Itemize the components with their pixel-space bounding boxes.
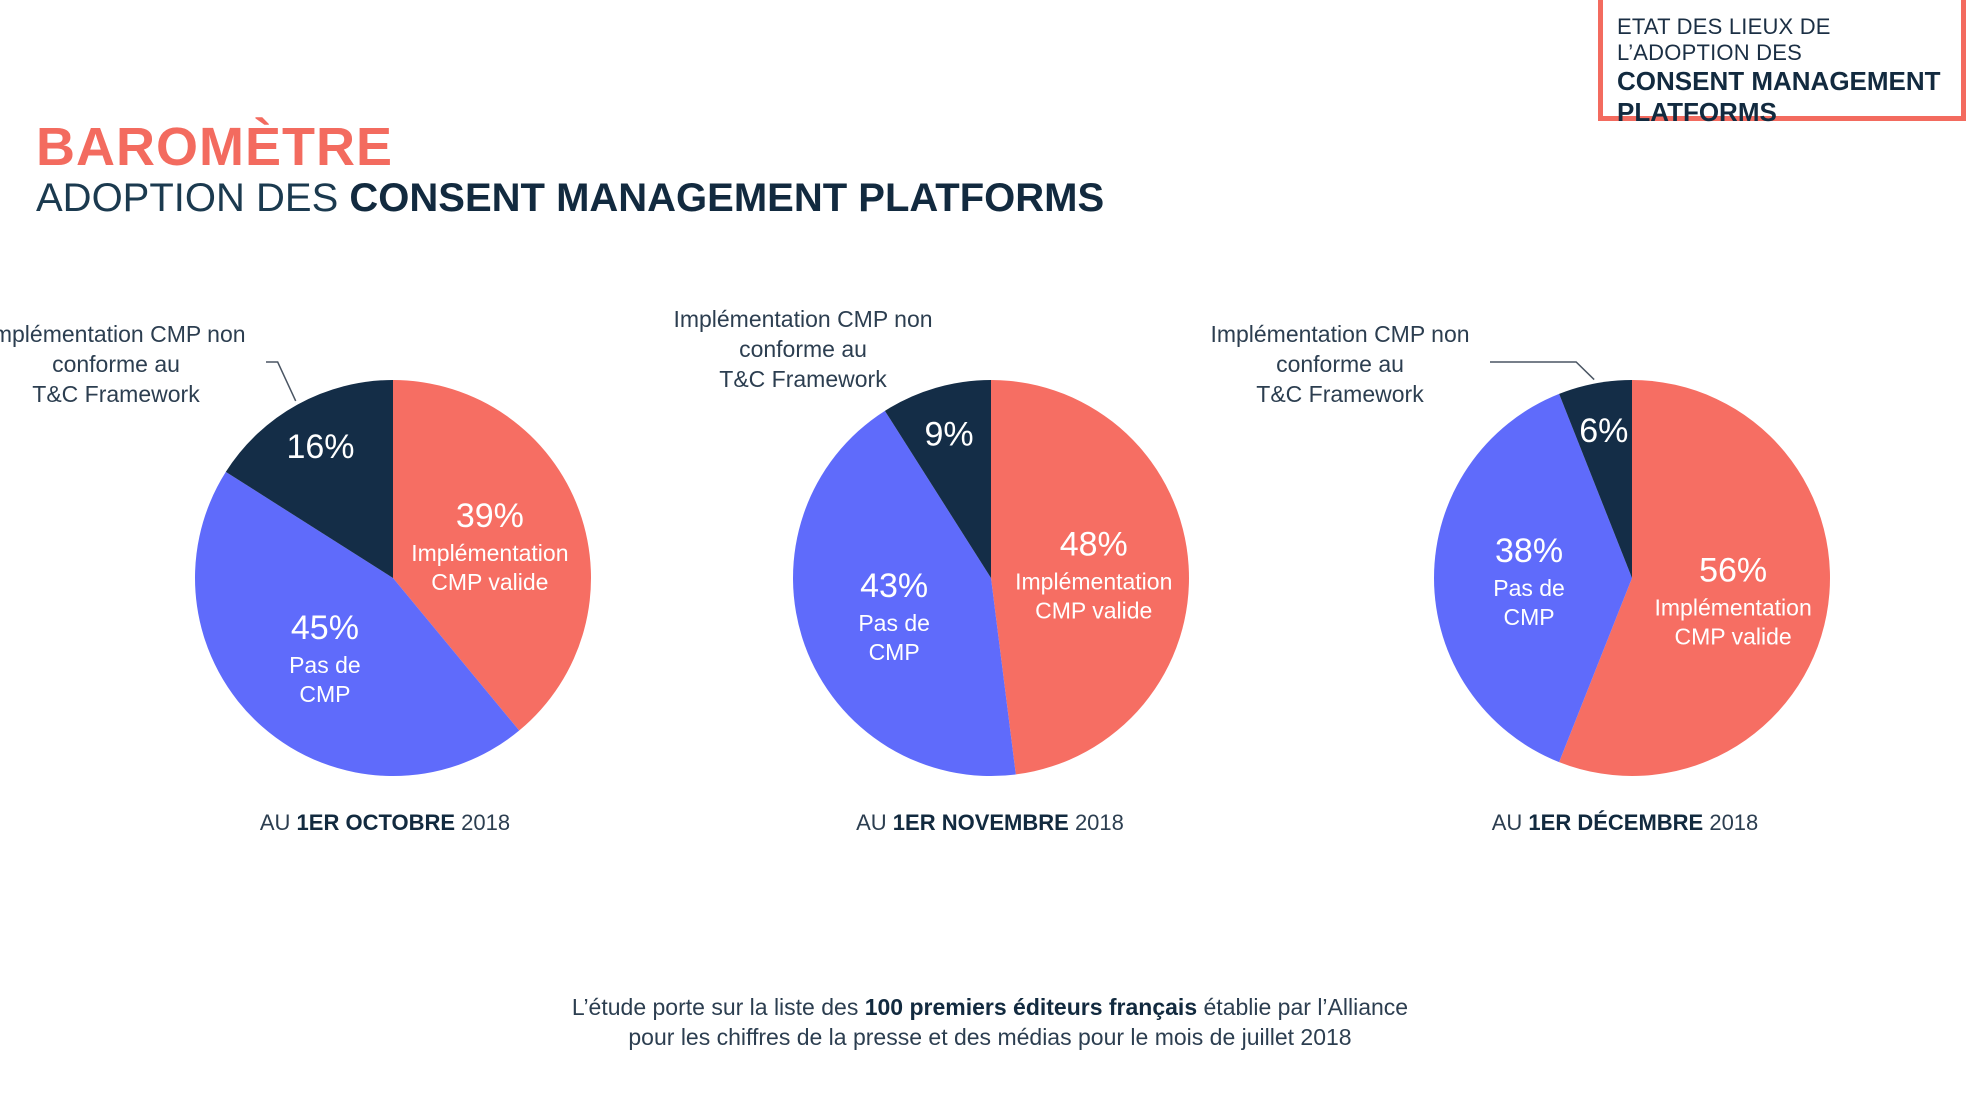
slice-value-label: 45% bbox=[291, 609, 359, 647]
callout-leader-line bbox=[266, 361, 297, 402]
page-title: BAROMÈTRE bbox=[36, 117, 393, 177]
callout-label: Implémentation CMP non bbox=[0, 321, 246, 347]
footnote-bold: 100 premiers éditeurs français bbox=[864, 994, 1198, 1020]
callout-label: Implémentation CMP non bbox=[673, 306, 932, 332]
caption-post: 2018 bbox=[1703, 810, 1759, 835]
slice-value-label: 56% bbox=[1699, 551, 1767, 589]
pie-slice-valid bbox=[991, 380, 1189, 775]
pie-slice-no_cmp bbox=[793, 410, 1016, 776]
slice-category-label: CMP bbox=[1503, 604, 1554, 630]
report-title-line1: ETAT DES LIEUX DE L’ADOPTION DES bbox=[1617, 14, 1831, 65]
caption-pre: AU bbox=[259, 810, 297, 835]
slice-value-label: 16% bbox=[286, 428, 354, 466]
report-title-box: ETAT DES LIEUX DE L’ADOPTION DES CONSENT… bbox=[1598, 0, 1966, 127]
callout-label: T&C Framework bbox=[1256, 381, 1424, 407]
pie-slice-no_cmp bbox=[1434, 393, 1632, 763]
pie-slice-valid bbox=[393, 380, 592, 731]
footnote-pre: L’étude porte sur la liste des bbox=[571, 994, 865, 1020]
pie-slice-valid bbox=[1559, 380, 1831, 776]
page-subtitle-bold: CONSENT MANAGEMENT PLATFORMS bbox=[349, 176, 1105, 220]
slice-value-label: 43% bbox=[860, 567, 928, 605]
caption-post: 2018 bbox=[455, 810, 511, 835]
slice-category-label: CMP valide bbox=[431, 569, 548, 595]
report-title-line2: CONSENT MANAGEMENT bbox=[1617, 66, 1941, 96]
slice-value-label: 9% bbox=[924, 415, 973, 453]
callout-label: Implémentation CMP non bbox=[1210, 321, 1469, 347]
pie-slice-non_conform bbox=[225, 380, 393, 578]
page-subtitle: ADOPTION DES CONSENT MANAGEMENT PLATFORM… bbox=[36, 176, 1104, 221]
slice-category-label: Pas de bbox=[1493, 575, 1565, 601]
slice-category-label: Implémentation bbox=[1015, 569, 1172, 595]
callout-label: conforme au bbox=[739, 336, 867, 362]
pie-slice-non_conform bbox=[884, 380, 991, 578]
page-subtitle-light: ADOPTION DES bbox=[36, 176, 350, 220]
footnote-line1: L’étude porte sur la liste des 100 premi… bbox=[0, 992, 1980, 1022]
caption-pre: AU bbox=[856, 810, 893, 835]
slice-category-label: Pas de bbox=[289, 652, 361, 678]
caption-pre: AU bbox=[1491, 810, 1529, 835]
chart-caption-december: AU 1ER DÉCEMBRE 2018 bbox=[1492, 810, 1759, 836]
report-title-line3: PLATFORMS bbox=[1617, 97, 1777, 127]
callout-label: conforme au bbox=[52, 351, 180, 377]
caption-bold: 1ER DÉCEMBRE bbox=[1528, 810, 1704, 835]
chart-caption-october: AU 1ER OCTOBRE 2018 bbox=[260, 810, 510, 836]
caption-bold: 1ER NOVEMBRE bbox=[892, 810, 1069, 835]
slice-category-label: CMP bbox=[869, 639, 920, 665]
caption-post: 2018 bbox=[1068, 810, 1124, 835]
callout-label: T&C Framework bbox=[719, 366, 887, 392]
slice-value-label: 38% bbox=[1495, 532, 1563, 570]
slice-category-label: CMP bbox=[299, 681, 350, 707]
callout-label: T&C Framework bbox=[32, 381, 200, 407]
pie-slice-non_conform bbox=[1559, 380, 1632, 578]
slice-category-label: CMP valide bbox=[1035, 598, 1152, 624]
slice-category-label: Implémentation bbox=[411, 540, 568, 566]
callout-label: conforme au bbox=[1276, 351, 1404, 377]
footnote-line2: pour les chiffres de la presse et des mé… bbox=[628, 1024, 1352, 1050]
callout-leader-line bbox=[1490, 361, 1595, 381]
chart-caption-november: AU 1ER NOVEMBRE 2018 bbox=[856, 810, 1124, 836]
slice-value-label: 6% bbox=[1579, 412, 1628, 450]
pie-slice-no_cmp bbox=[195, 471, 520, 776]
slice-category-label: Pas de bbox=[858, 610, 930, 636]
footnote-post: établie par l’Alliance bbox=[1197, 994, 1409, 1020]
slice-category-label: Implémentation bbox=[1655, 594, 1812, 620]
study-footnote: L’étude porte sur la liste des 100 premi… bbox=[0, 992, 1980, 1052]
slice-value-label: 48% bbox=[1060, 526, 1128, 564]
slice-value-label: 39% bbox=[456, 497, 524, 535]
slice-category-label: CMP valide bbox=[1675, 623, 1792, 649]
caption-bold: 1ER OCTOBRE bbox=[296, 810, 456, 835]
